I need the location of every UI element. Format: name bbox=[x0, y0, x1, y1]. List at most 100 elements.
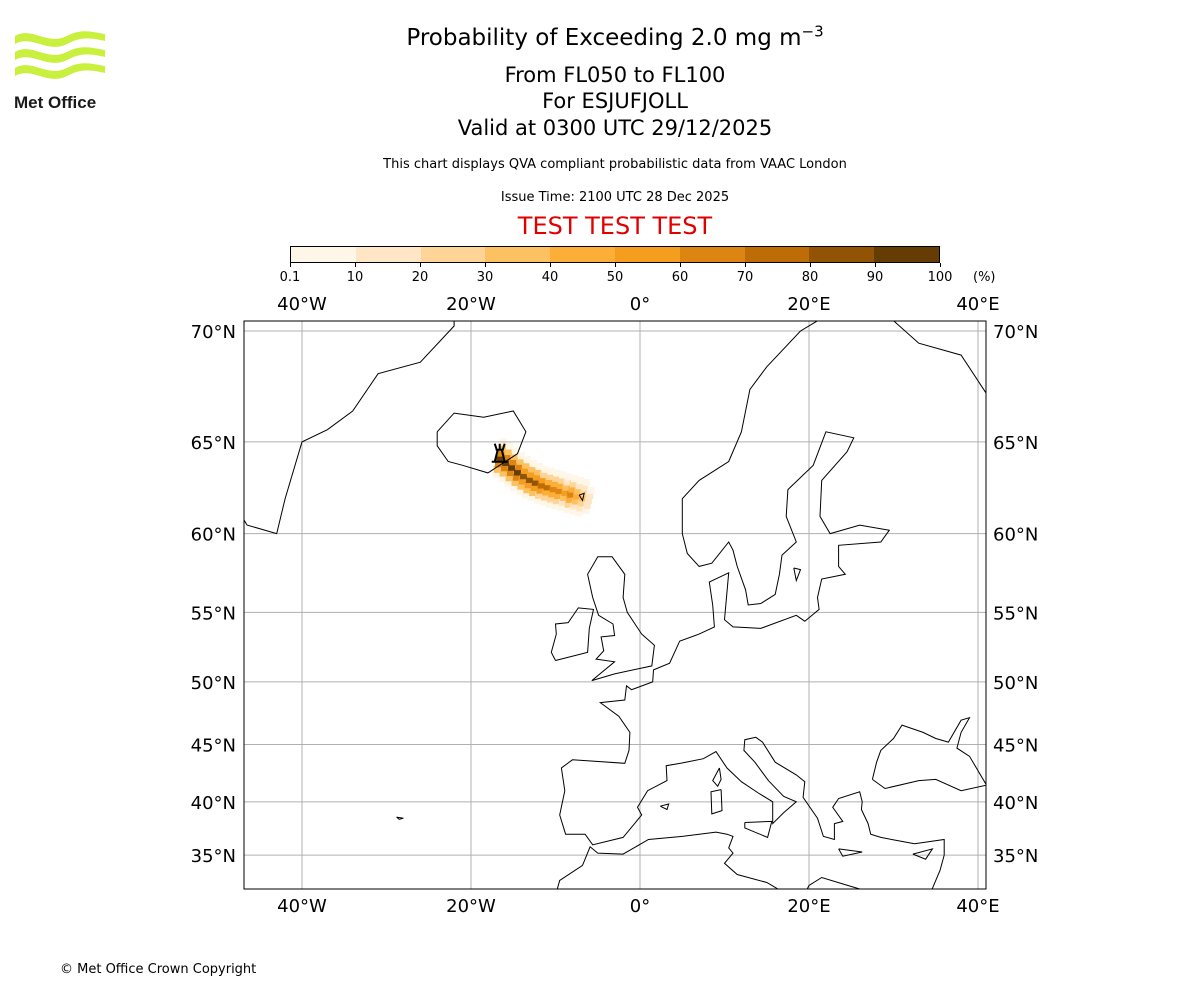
plume-cell bbox=[561, 488, 569, 496]
lon-tick-label: 0° bbox=[630, 294, 650, 315]
plume-cell bbox=[498, 444, 506, 452]
plume-cell bbox=[587, 486, 595, 494]
plume-cell bbox=[581, 484, 589, 492]
colorbar-tick-label: 40 bbox=[541, 270, 559, 285]
coastline-africa bbox=[556, 831, 862, 889]
lat-tick-label: 65°N bbox=[191, 433, 236, 454]
plume-cell bbox=[535, 462, 543, 470]
plume-cell bbox=[546, 472, 554, 480]
lon-tick-label: 40°E bbox=[956, 294, 999, 315]
plume-cell bbox=[510, 484, 518, 492]
colorbar-bin-3 bbox=[485, 247, 551, 262]
plume-cell bbox=[532, 473, 540, 481]
lat-tick-label: 50°N bbox=[191, 673, 236, 694]
lat-tick-label: 40°N bbox=[993, 793, 1038, 814]
title-text: Probability of Exceeding 2.0 mg m bbox=[406, 25, 802, 51]
plume-cell bbox=[583, 502, 591, 510]
colorbar-tick-label: 0.1 bbox=[279, 270, 301, 285]
plume-cell bbox=[552, 497, 560, 505]
plume-cell bbox=[576, 504, 584, 512]
plume-cell bbox=[577, 499, 585, 507]
colorbar-tick-mark bbox=[420, 263, 421, 267]
copyright: © Met Office Crown Copyright bbox=[60, 962, 257, 977]
colorbar-tick-label: 70 bbox=[736, 270, 754, 285]
colorbar-bin-2 bbox=[420, 247, 486, 262]
plume-cell bbox=[511, 447, 519, 455]
volcano-name: For ESJUFJOLL bbox=[542, 89, 688, 113]
plume-cell bbox=[533, 496, 541, 504]
colorbar-unit: (%) bbox=[973, 270, 996, 285]
plume-cell bbox=[535, 491, 543, 499]
lat-tick-label: 60°N bbox=[191, 525, 236, 546]
lat-tick-label: 60°N bbox=[993, 525, 1038, 546]
plume-cell bbox=[557, 503, 565, 511]
valid-time: Valid at 0300 UTC 29/12/2025 bbox=[457, 116, 773, 140]
colorbar-bin-9 bbox=[874, 247, 939, 262]
lat-tick-label: 35°N bbox=[191, 846, 236, 867]
plume-cell bbox=[517, 482, 525, 490]
coastline-mallorca bbox=[660, 803, 670, 811]
lat-tick-label: 45°N bbox=[191, 735, 236, 756]
plume-cell bbox=[579, 494, 587, 502]
description: This chart displays QVA compliant probab… bbox=[383, 157, 847, 172]
plume-cell bbox=[582, 506, 590, 514]
plume-cell bbox=[549, 485, 557, 493]
colorbar-bin-7 bbox=[744, 247, 810, 262]
plume-cell bbox=[529, 460, 537, 468]
plume-cell bbox=[516, 487, 524, 495]
plume-cell bbox=[492, 471, 500, 479]
plume-cell bbox=[515, 463, 523, 471]
lon-tick-label: 0° bbox=[630, 896, 650, 917]
coastline-azores bbox=[396, 816, 404, 820]
colorbar-tick-label: 50 bbox=[606, 270, 624, 285]
lon-tick-label: 20°W bbox=[446, 896, 496, 917]
map-frame bbox=[243, 320, 987, 890]
colorbar bbox=[290, 246, 940, 263]
plume-cell bbox=[525, 475, 533, 483]
colorbar-bin-8 bbox=[809, 247, 875, 262]
lat-tick-label: 50°N bbox=[993, 673, 1038, 694]
plume-cell bbox=[576, 477, 584, 485]
coastline-iceland bbox=[436, 410, 527, 474]
lat-tick-label: 55°N bbox=[993, 603, 1038, 624]
plume-cell bbox=[529, 489, 537, 497]
plume-cell bbox=[523, 456, 531, 464]
plume-cell bbox=[560, 493, 568, 501]
colorbar-tick-mark bbox=[875, 263, 876, 267]
plume-cell bbox=[575, 482, 583, 490]
colorbar-tick-label: 20 bbox=[411, 270, 429, 285]
plume-cell bbox=[500, 464, 508, 472]
coastline-gotland bbox=[793, 567, 802, 583]
plume-cell bbox=[570, 502, 578, 510]
plume-cell bbox=[498, 474, 506, 482]
plume-cell bbox=[552, 474, 559, 482]
plume-cell bbox=[563, 505, 571, 513]
plume-cell bbox=[522, 491, 530, 499]
plume-cell bbox=[527, 494, 535, 502]
plume-cell bbox=[534, 468, 542, 476]
plume-cell bbox=[513, 468, 521, 476]
lon-tick-label: 20°E bbox=[787, 896, 830, 917]
plume-cell bbox=[493, 465, 501, 473]
plume-cell bbox=[580, 489, 588, 497]
colorbar-tick-mark bbox=[680, 263, 681, 267]
plume-cell bbox=[550, 480, 558, 488]
plume-cell bbox=[584, 497, 592, 505]
plume-cell bbox=[496, 455, 504, 463]
plume-cell bbox=[497, 449, 505, 457]
lat-tick-label: 70°N bbox=[993, 322, 1038, 343]
plume-cell bbox=[541, 493, 549, 501]
plume-cell bbox=[586, 491, 594, 499]
plume-cell bbox=[504, 448, 512, 456]
plume-cell bbox=[503, 453, 511, 461]
plume-cell bbox=[574, 487, 582, 495]
plume-cell bbox=[573, 492, 581, 500]
plume-cell bbox=[575, 509, 583, 517]
lat-tick-label: 35°N bbox=[993, 846, 1038, 867]
plume-cell bbox=[546, 495, 554, 503]
colorbar-tick-mark bbox=[485, 263, 486, 267]
lon-tick-label: 40°E bbox=[956, 896, 999, 917]
plume-cell bbox=[509, 458, 517, 466]
plume-cell bbox=[556, 481, 564, 489]
